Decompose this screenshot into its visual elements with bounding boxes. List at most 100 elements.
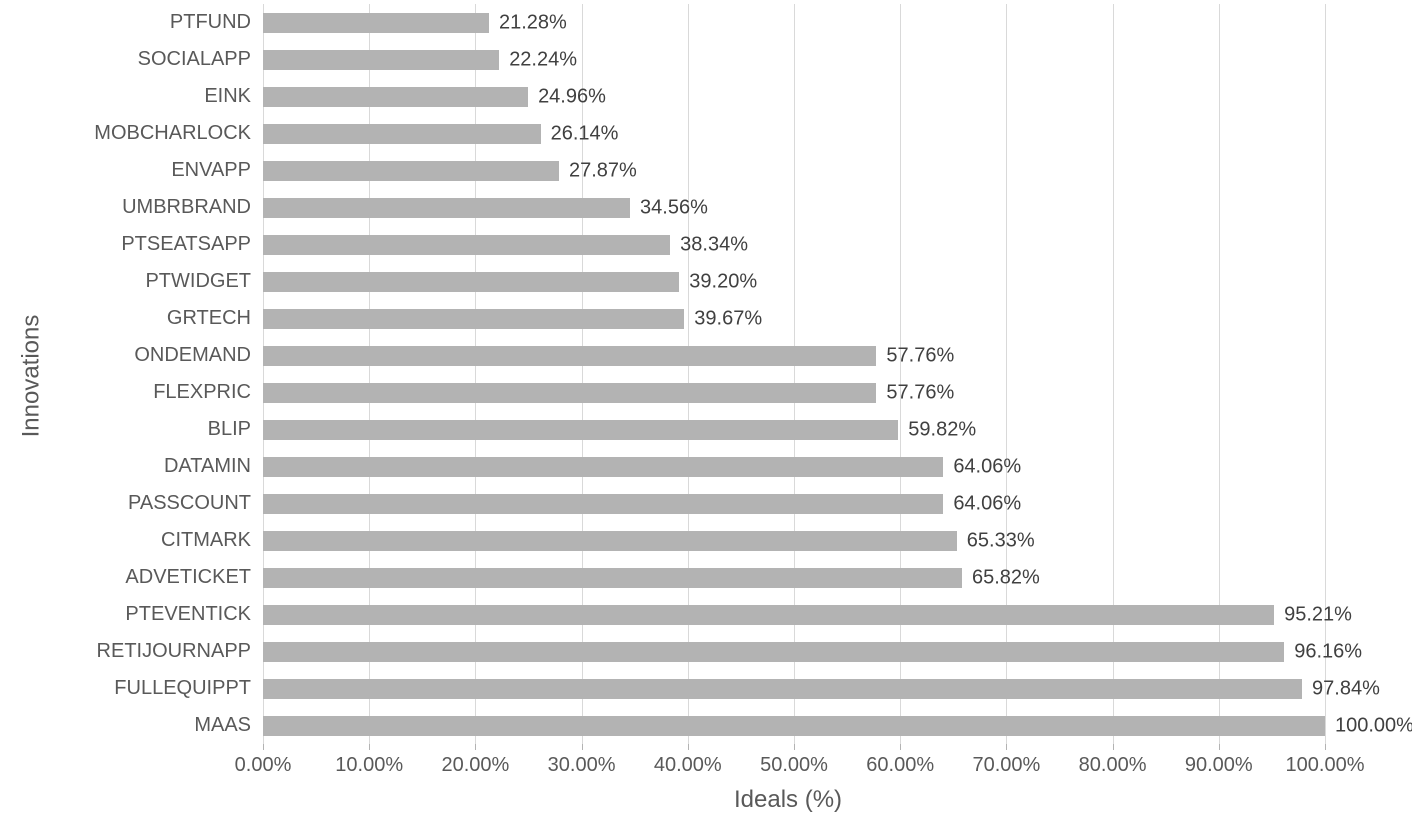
bar: 64.06% [263,457,943,477]
bar-row: 64.06% [263,485,1325,522]
category-label: MAAS [0,714,251,737]
x-tick-mark [794,744,795,750]
bar: 65.33% [263,531,957,551]
bar-value-label: 59.82% [898,418,976,441]
bar-value-label: 97.84% [1302,677,1380,700]
bar-row: 64.06% [263,448,1325,485]
category-label: GRTECH [0,307,251,330]
bar-value-label: 57.76% [876,344,954,367]
bar: 26.14% [263,124,541,144]
bar: 100.00% [263,716,1325,736]
bar-row: 65.82% [263,559,1325,596]
x-tick-label: 70.00% [956,754,1056,777]
bar-value-label: 64.06% [943,492,1021,515]
x-tick-mark [263,744,264,750]
bar: 95.21% [263,605,1274,625]
category-label: UMBRBRAND [0,196,251,219]
x-tick-mark [369,744,370,750]
bar: 57.76% [263,383,876,403]
bar-row: 24.96% [263,78,1325,115]
bar-value-label: 27.87% [559,159,637,182]
plot-area: 21.28% 22.24% 24.96% 26.14% 27.87% 34.56% 38.3… [263,4,1325,744]
category-label: EINK [0,85,251,108]
category-label: PASSCOUNT [0,492,251,515]
x-tick-mark [1006,744,1007,750]
bar-value-label: 65.33% [957,529,1035,552]
x-tick-label: 80.00% [1063,754,1163,777]
bar: 27.87% [263,161,559,181]
bar-value-label: 96.16% [1284,640,1362,663]
bar-row: 65.33% [263,522,1325,559]
bar-value-label: 22.24% [499,48,577,71]
bar-value-label: 95.21% [1274,603,1352,626]
bar-row: 26.14% [263,115,1325,152]
x-tick-mark [1219,744,1220,750]
bar-value-label: 21.28% [489,11,567,34]
bar-row: 97.84% [263,670,1325,707]
bar-value-label: 34.56% [630,196,708,219]
bar-row: 22.24% [263,41,1325,78]
category-label: DATAMIN [0,455,251,478]
category-label: PTWIDGET [0,270,251,293]
x-tick-label: 40.00% [638,754,738,777]
x-tick-label: 30.00% [532,754,632,777]
bar-row: 59.82% [263,411,1325,448]
bar-value-label: 38.34% [670,233,748,256]
bar-row: 39.67% [263,300,1325,337]
bar-row: 27.87% [263,152,1325,189]
x-axis-title: Ideals (%) [734,786,842,814]
x-tick-label: 20.00% [425,754,525,777]
category-label: SOCIALAPP [0,48,251,71]
bar: 38.34% [263,235,670,255]
bar: 21.28% [263,13,489,33]
category-label: MOBCHARLOCK [0,122,251,145]
innovations-ideals-chart: Innovations 21.28%22.24%24.96%26.14%27.8… [0,0,1412,818]
category-label: PTEVENTICK [0,603,251,626]
x-tick-label: 60.00% [850,754,950,777]
bar: 64.06% [263,494,943,514]
x-tick-label: 90.00% [1169,754,1269,777]
category-label: PTSEATSAPP [0,233,251,256]
x-tick-mark [1113,744,1114,750]
bar-value-label: 65.82% [962,566,1040,589]
bar-value-label: 39.20% [679,270,757,293]
bar-row: 38.34% [263,226,1325,263]
bar: 39.67% [263,309,684,329]
x-tick-label: 50.00% [744,754,844,777]
x-tick-label: 10.00% [319,754,419,777]
category-label: RETIJOURNAPP [0,640,251,663]
bar: 34.56% [263,198,630,218]
bar-value-label: 39.67% [684,307,762,330]
bar: 97.84% [263,679,1302,699]
category-label: ENVAPP [0,159,251,182]
bar: 96.16% [263,642,1284,662]
category-label: ONDEMAND [0,344,251,367]
bar-value-label: 57.76% [876,381,954,404]
bar-row: 34.56% [263,189,1325,226]
gridline [1325,4,1326,744]
bar: 59.82% [263,420,898,440]
bar-row: 39.20% [263,263,1325,300]
bar-value-label: 24.96% [528,85,606,108]
x-tick-mark [475,744,476,750]
bar-value-label: 64.06% [943,455,1021,478]
bar: 24.96% [263,87,528,107]
category-label: PTFUND [0,11,251,34]
bar-row: 96.16% [263,633,1325,670]
category-label: ADVETICKET [0,566,251,589]
x-tick-mark [582,744,583,750]
category-label: BLIP [0,418,251,441]
bar-row: 21.28% [263,4,1325,41]
bar: 65.82% [263,568,962,588]
bar-value-label: 100.00% [1325,714,1412,737]
bar-row: 57.76% [263,374,1325,411]
x-tick-mark [688,744,689,750]
x-tick-mark [900,744,901,750]
bar: 57.76% [263,346,876,366]
bar-value-label: 26.14% [541,122,619,145]
x-tick-label: 100.00% [1275,754,1375,777]
category-label: FLEXPRIC [0,381,251,404]
bar-row: 100.00% [263,707,1325,744]
bar: 22.24% [263,50,499,70]
category-label: FULLEQUIPPT [0,677,251,700]
